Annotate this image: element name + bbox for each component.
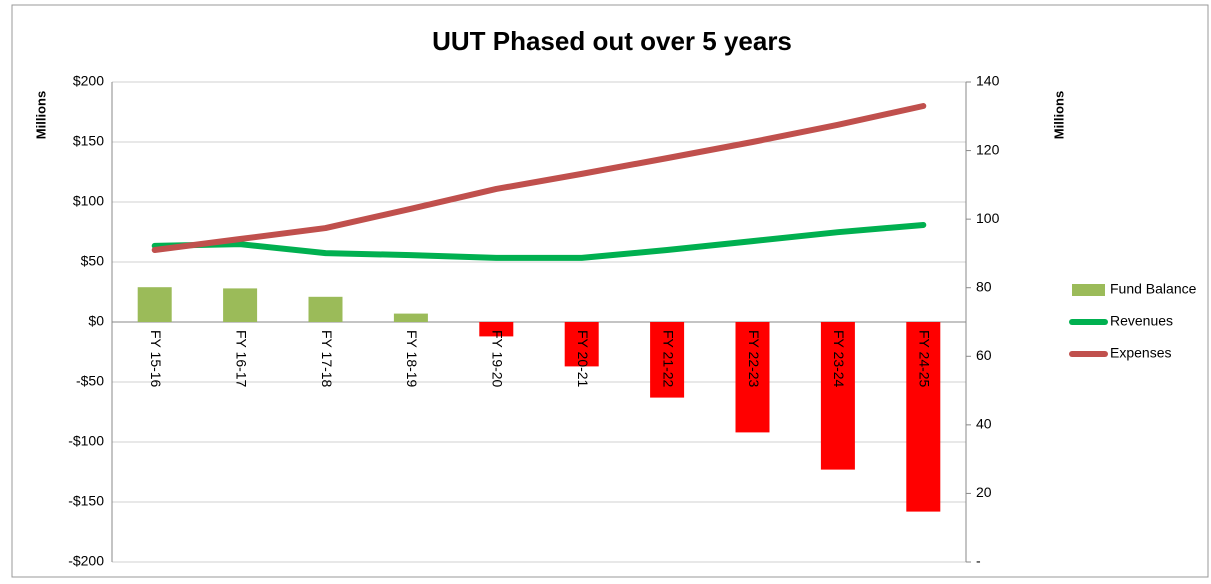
chart-border	[11, 4, 1209, 578]
y2-tick-label: 120	[976, 141, 1000, 157]
y2-tick-label: 60	[976, 347, 992, 363]
y-tick-label: -$100	[68, 433, 104, 449]
bar	[308, 296, 343, 322]
x-tick-label: FY 17-18	[319, 330, 335, 388]
y-axis-label: Millions	[33, 91, 48, 139]
bar	[735, 322, 770, 433]
y-tick-label: -$200	[68, 553, 104, 569]
line	[151, 221, 927, 261]
x-tick-label: FY 18-19	[404, 330, 420, 388]
bar	[137, 287, 172, 322]
y2-tick-label: 20	[976, 484, 992, 500]
x-tick-label: FY 24-25	[917, 330, 933, 388]
legend-label: Revenues	[1110, 313, 1173, 329]
legend-label: Expenses	[1110, 345, 1171, 361]
y-tick-label: -$50	[76, 373, 104, 389]
y-tick-label: $50	[81, 253, 105, 269]
x-tick-label: FY 19-20	[490, 330, 506, 388]
bar	[564, 322, 599, 367]
y2-tick-label: 100	[976, 210, 1000, 226]
bar	[820, 322, 855, 470]
x-tick-label: FY 16-17	[233, 330, 249, 388]
legend-label: Fund Balance	[1110, 281, 1197, 297]
bar	[650, 322, 685, 398]
y2-axis-label: Millions	[1051, 91, 1066, 139]
bar	[223, 288, 258, 322]
y-tick-label: $150	[73, 133, 104, 149]
y-tick-label: -$150	[68, 493, 104, 509]
y2-tick-label: 140	[976, 73, 1000, 89]
y-tick-label: $100	[73, 193, 104, 209]
x-tick-label: FY 21-22	[660, 330, 676, 388]
x-tick-label: FY 15-16	[148, 330, 164, 388]
bar	[479, 322, 514, 337]
y2-tick-label: 80	[976, 278, 992, 294]
x-tick-label: FY 23-24	[831, 330, 847, 388]
y-tick-label: $200	[73, 73, 104, 89]
y-tick-label: $0	[88, 313, 104, 329]
legend-swatch	[1072, 284, 1105, 296]
x-tick-label: FY 22-23	[746, 330, 762, 388]
y2-tick-label: -	[976, 553, 981, 569]
line	[151, 103, 927, 253]
y2-tick-label: 40	[976, 416, 992, 432]
bar	[393, 313, 428, 322]
chart-title: UUT Phased out over 5 years	[432, 26, 792, 56]
x-tick-label: FY 20-21	[575, 330, 591, 388]
bar	[906, 322, 941, 512]
